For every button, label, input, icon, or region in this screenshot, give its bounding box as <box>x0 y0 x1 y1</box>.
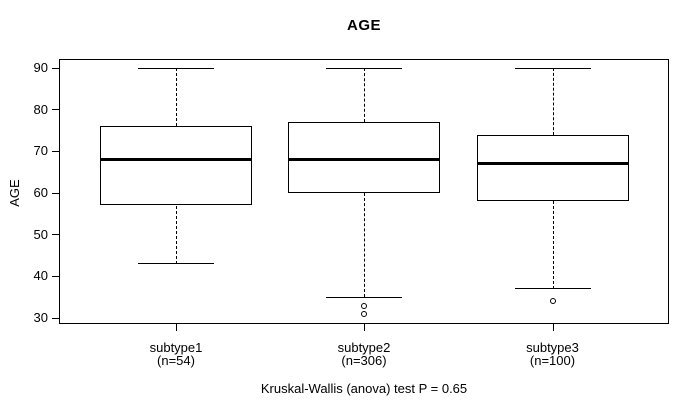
lower-whisker-line <box>552 201 554 289</box>
group-count-label: (n=54) <box>157 353 195 368</box>
chart-title: AGE <box>346 17 381 34</box>
group-name-label: subtype2 <box>337 340 391 355</box>
median-line-subtype3 <box>477 162 628 166</box>
x-axis-group-label: subtype1 (n=54) <box>106 341 246 367</box>
group-name-label: subtype3 <box>526 340 579 355</box>
lower-whisker-line <box>364 193 365 298</box>
y-axis-tick <box>52 275 59 277</box>
upper-whisker-line <box>364 68 365 123</box>
y-axis-tick-label: 60 <box>33 185 48 200</box>
median-line-subtype1 <box>101 158 251 162</box>
y-axis-tick-label: 50 <box>33 226 48 242</box>
upper-whisker-line <box>176 68 177 127</box>
upper-whisker-cap <box>326 67 402 69</box>
upper-whisker-cap <box>138 67 214 69</box>
x-axis-tick <box>176 324 177 331</box>
x-axis-tick <box>364 324 365 331</box>
lower-whisker-line <box>176 205 177 264</box>
y-axis-tick <box>52 109 59 111</box>
x-axis-tick <box>552 324 554 331</box>
x-axis-group-label: subtype2 (n=306) <box>294 341 434 367</box>
y-axis-tick-label: 40 <box>33 268 48 284</box>
y-axis-tick <box>52 234 59 236</box>
outlier-point <box>361 310 367 317</box>
x-axis-group-label: subtype3 (n=100) <box>483 341 623 367</box>
y-axis-tick-label: 30 <box>33 310 48 325</box>
upper-whisker-line <box>552 68 554 135</box>
lower-whisker-cap <box>326 296 402 298</box>
iqr-box-subtype1 <box>100 126 252 206</box>
group-count-label: (n=100) <box>529 353 576 368</box>
outlier-point <box>549 298 556 305</box>
iqr-box-subtype2 <box>288 122 440 193</box>
y-axis-tick <box>52 150 59 152</box>
median-line-subtype2 <box>289 158 439 162</box>
y-axis-tick <box>52 192 59 194</box>
y-axis-tick-label: 90 <box>33 60 48 75</box>
y-axis-tick-label: 80 <box>33 101 48 117</box>
y-axis-tick-label: 70 <box>33 143 48 159</box>
y-axis-tick <box>52 67 59 69</box>
group-name-label: subtype1 <box>149 340 203 355</box>
lower-whisker-cap <box>138 263 214 265</box>
group-count-label: (n=306) <box>341 353 387 368</box>
y-axis-tick <box>52 317 59 319</box>
iqr-box-subtype3 <box>476 134 629 202</box>
upper-whisker-cap <box>514 67 591 69</box>
lower-whisker-cap <box>514 288 591 290</box>
outlier-point <box>361 302 367 309</box>
statistical-test-footnote: Kruskal-Wallis (anova) test P = 0.65 <box>260 381 468 396</box>
